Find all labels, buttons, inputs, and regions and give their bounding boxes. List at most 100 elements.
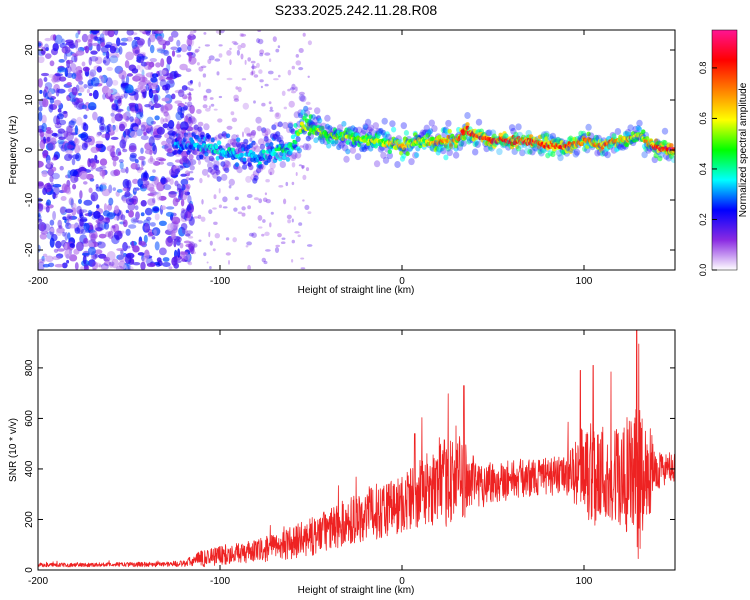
noise-blob	[111, 145, 115, 149]
ridge-cell	[341, 120, 347, 127]
noise-blob	[218, 188, 221, 194]
noise-blob	[143, 131, 147, 136]
ridge-cell	[186, 159, 193, 167]
noise-blob	[208, 55, 215, 61]
ridge-cell	[475, 118, 483, 126]
noise-blob	[263, 260, 268, 265]
ridge-cell	[295, 136, 301, 143]
x-tick-label: 100	[576, 276, 593, 287]
noise-blob	[68, 120, 75, 128]
noise-blob	[183, 240, 191, 244]
noise-blob	[290, 90, 297, 94]
ridge-cell	[670, 156, 675, 163]
noise-blob	[212, 248, 216, 252]
noise-blob	[53, 99, 62, 106]
ridge-cell	[190, 139, 195, 144]
noise-blob	[133, 188, 137, 192]
noise-blob	[144, 149, 154, 155]
ridge-cell	[472, 148, 479, 156]
noise-blob	[82, 255, 87, 265]
ridge-cell	[221, 173, 228, 181]
noise-blob	[76, 69, 82, 80]
noise-blob	[275, 112, 280, 117]
noise-blob	[129, 154, 137, 162]
noise-blob	[71, 86, 78, 96]
noise-blob	[111, 103, 117, 109]
noise-blob	[203, 95, 208, 102]
noise-blob	[96, 220, 101, 230]
noise-blob	[45, 163, 54, 170]
noise-blob	[38, 222, 47, 232]
noise-blob	[87, 229, 96, 233]
noise-blob	[43, 77, 48, 82]
noise-blob	[90, 191, 99, 202]
noise-blob	[233, 207, 238, 212]
ridge-cell	[408, 158, 415, 166]
noise-blob	[149, 189, 157, 197]
noise-blob	[256, 62, 260, 68]
noise-blob	[140, 200, 147, 207]
noise-blob	[287, 69, 292, 76]
noise-blob	[295, 60, 302, 66]
noise-blob	[126, 36, 133, 42]
noise-blob	[49, 175, 54, 183]
noise-blob	[115, 95, 124, 100]
noise-blob	[126, 245, 131, 249]
noise-blob	[60, 206, 68, 216]
noise-blob	[119, 161, 124, 170]
noise-blob	[307, 107, 313, 110]
noise-blob	[66, 125, 73, 136]
noise-blob	[214, 233, 220, 239]
ridge-cell	[243, 138, 249, 145]
noise-blob	[96, 43, 101, 52]
noise-blob	[168, 133, 175, 140]
noise-blob	[198, 239, 202, 242]
ridge-cell	[368, 128, 376, 136]
noise-blob	[86, 89, 90, 94]
noise-blob	[113, 30, 119, 36]
x-tick-label: -100	[210, 576, 230, 587]
ridge-cell	[300, 95, 307, 103]
noise-blob	[230, 111, 235, 116]
noise-blob	[145, 124, 153, 132]
noise-blob	[222, 206, 228, 209]
ridge-cell	[215, 155, 220, 161]
noise-blob	[78, 144, 83, 151]
noise-blob	[91, 42, 100, 47]
noise-blob	[69, 254, 78, 262]
noise-blob	[65, 208, 73, 213]
noise-blob	[98, 264, 102, 268]
noise-blob	[126, 179, 132, 190]
ridge-cell	[636, 119, 643, 127]
noise-blob	[70, 198, 74, 208]
noise-blob	[59, 206, 66, 214]
noise-blob	[196, 109, 202, 114]
noise-blob	[45, 53, 52, 59]
noise-blob	[142, 222, 150, 233]
noise-blob	[129, 95, 137, 101]
noise-blob	[226, 125, 233, 130]
noise-blob	[103, 203, 108, 212]
y-tick-label: -10	[24, 192, 35, 207]
noise-blob	[72, 183, 77, 190]
noise-blob	[90, 146, 99, 153]
noise-blob	[159, 79, 167, 88]
noise-blob	[105, 125, 110, 134]
noise-blob	[115, 234, 120, 241]
noise-blob	[152, 207, 159, 212]
noise-blob	[200, 216, 206, 222]
noise-blob	[186, 204, 192, 213]
noise-blob	[54, 263, 64, 268]
noise-blob	[256, 125, 262, 132]
noise-blob	[197, 214, 202, 219]
noise-blob	[52, 34, 57, 41]
noise-blob	[246, 194, 253, 198]
noise-blob	[125, 209, 130, 214]
ridge-cell	[405, 151, 410, 157]
noise-blob	[66, 259, 70, 264]
noise-blob	[189, 104, 195, 114]
noise-blob	[149, 83, 159, 90]
noise-blob	[46, 184, 54, 190]
noise-blob	[140, 135, 149, 141]
